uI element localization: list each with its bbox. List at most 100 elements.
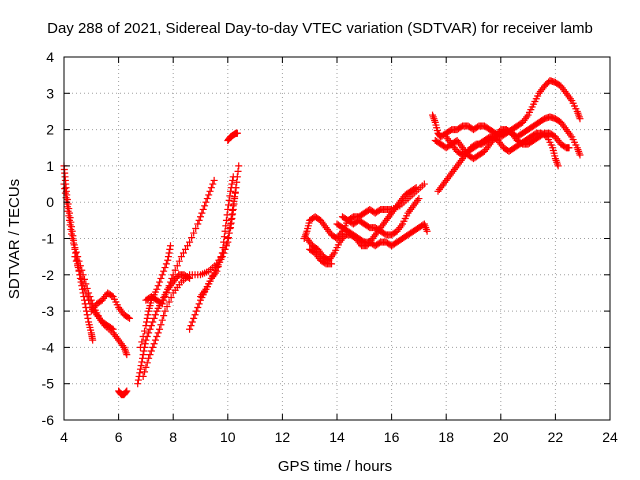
data-point [83,311,91,319]
data-point [137,362,145,370]
x-tick-label: 4 [60,429,68,445]
series-16 [333,220,431,250]
data-point [126,314,134,322]
data-point [166,245,174,253]
series-15 [306,245,336,268]
data-point [423,227,431,235]
series-17 [338,195,423,239]
data-point [198,209,206,217]
data-point [150,314,158,322]
series-4 [87,289,134,322]
data-point [179,249,187,257]
y-tick-label: -1 [42,231,55,247]
data-point [160,267,168,275]
data-point [154,282,162,290]
x-tick-label: 14 [329,429,345,445]
data-point [199,205,207,213]
y-tick-label: -5 [42,376,55,392]
data-point [142,322,150,330]
series-18 [429,77,584,141]
data-point [70,239,78,247]
data-point [163,303,171,311]
data-point [187,322,195,330]
data-point [161,307,169,315]
data-point [224,234,232,242]
data-point [229,206,237,214]
data-point [141,368,149,376]
data-point [134,380,142,388]
x-tick-label: 6 [115,429,123,445]
data-point [124,313,132,321]
data-point [218,249,226,257]
y-tick-label: 0 [46,194,54,210]
data-point [235,162,243,170]
data-point [213,267,221,275]
x-tick-label: 16 [384,429,400,445]
data-point [72,249,80,257]
data-point [139,372,147,380]
series-2 [60,180,131,359]
data-point [143,314,151,322]
data-point [123,351,131,359]
data-point [71,253,79,261]
data-point [184,274,192,282]
x-tick-label: 20 [493,429,509,445]
data-point [171,266,179,274]
data-point [225,196,233,204]
data-point [415,195,423,203]
series-11 [197,173,237,301]
data-point [61,185,69,193]
data-point [136,369,144,377]
data-point [233,129,241,137]
data-point [86,300,94,308]
data-point [164,256,172,264]
data-point [79,280,87,288]
data-point [68,230,76,238]
data-point [74,262,82,270]
data-point [234,167,242,175]
x-tick-label: 18 [438,429,454,445]
data-point [190,229,198,237]
x-tick-label: 22 [548,429,564,445]
data-point [165,298,173,306]
x-axis-label: GPS time / hours [278,458,392,475]
data-point [553,158,561,166]
data-point [220,238,228,246]
data-point [140,347,148,355]
data-point [147,347,155,355]
data-point [156,278,164,286]
y-tick-label: -6 [42,412,55,428]
data-point [173,262,181,270]
data-point [144,311,152,319]
data-point [205,191,213,199]
data-point [153,333,161,341]
data-point [194,220,202,228]
data-marks [60,77,584,399]
x-tick-label: 12 [275,429,291,445]
data-point [149,318,157,326]
series-6 [134,176,218,388]
data-point [138,354,146,362]
series-3 [71,253,117,333]
data-point [136,343,144,351]
data-point [141,327,149,335]
data-point [89,336,97,344]
data-point [224,205,232,213]
data-point [201,202,209,210]
data-point [328,260,336,268]
data-point [207,184,215,192]
x-tick-labels: 4 6 8 10 12 14 16 18 20 22 24 [60,429,618,445]
data-point [219,244,227,252]
data-point [141,340,149,348]
data-point [223,211,231,219]
data-point [233,178,241,186]
series-9 [142,271,194,308]
data-point [161,293,169,301]
axis-ticks [63,56,611,421]
data-point [108,292,116,300]
data-point [188,318,196,326]
data-point [181,245,189,253]
series-8 [136,242,174,351]
data-point [162,289,170,297]
